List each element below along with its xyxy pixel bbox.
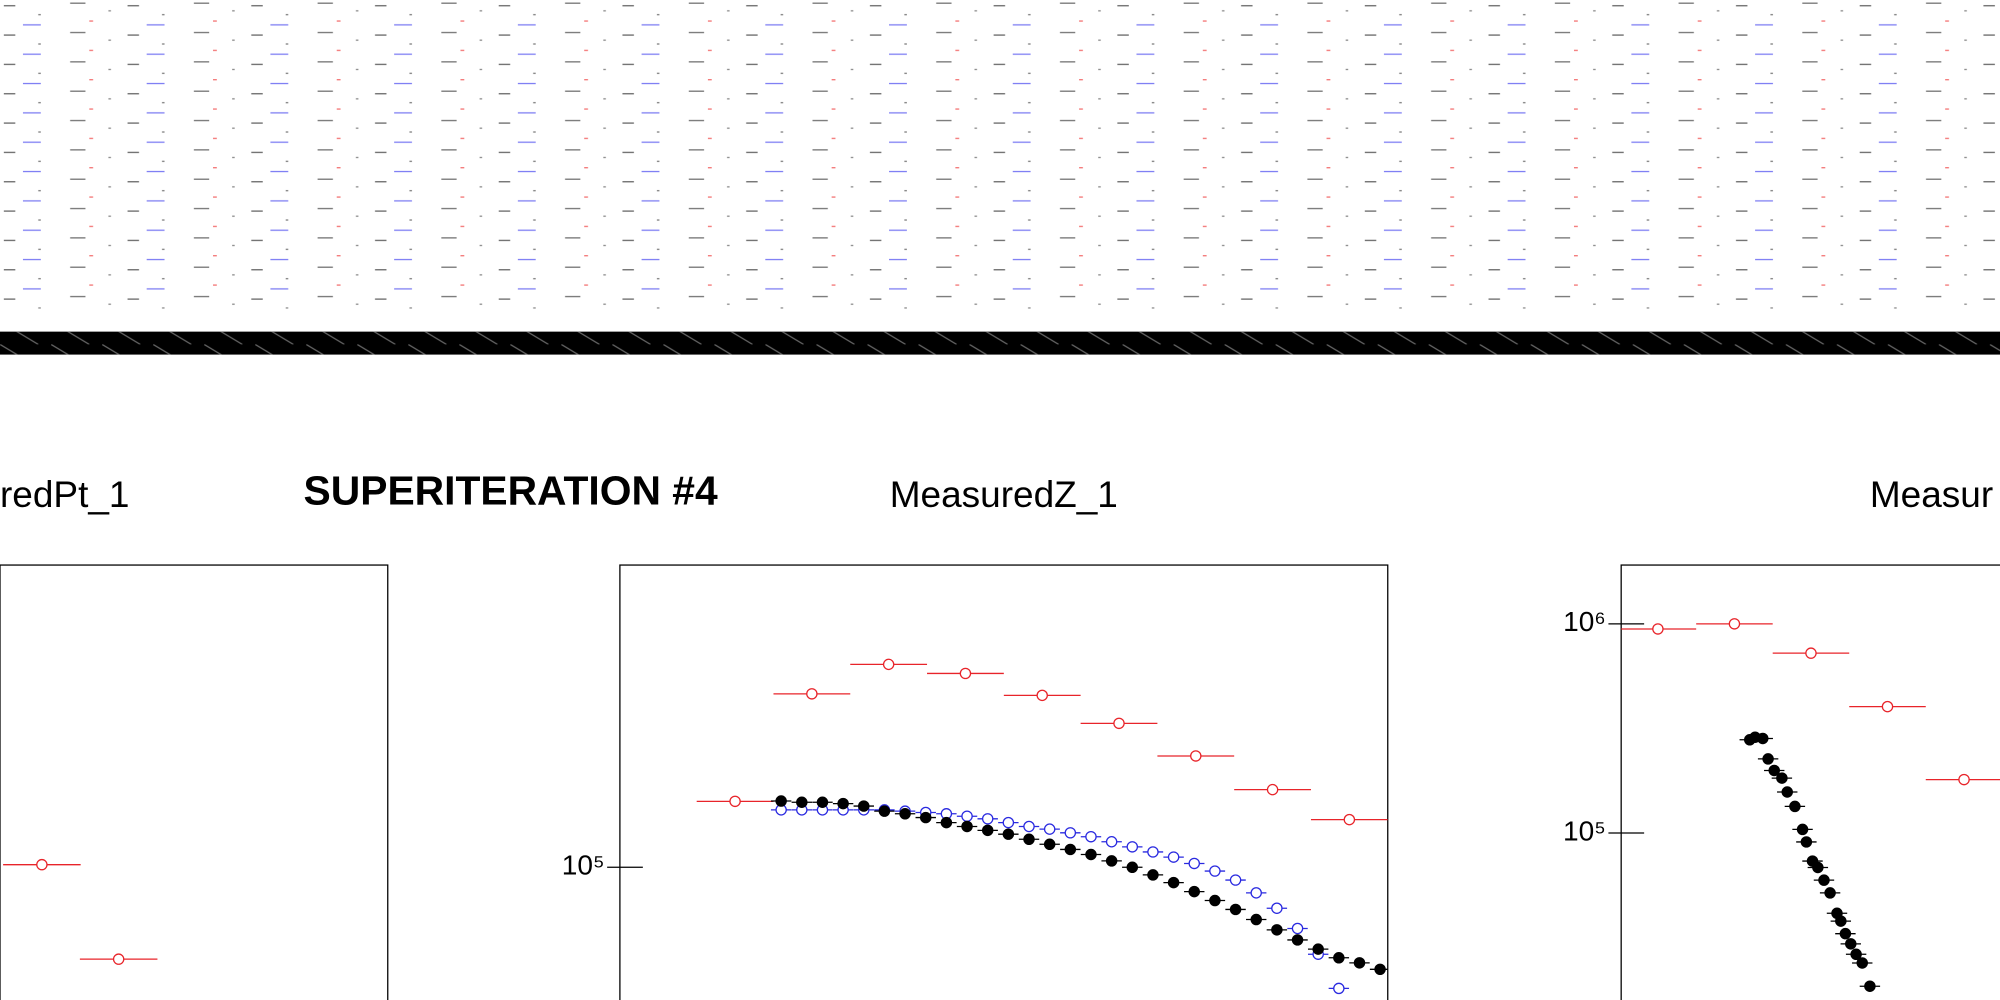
data-point: [1312, 943, 1324, 955]
data-point: [1271, 924, 1283, 936]
data-point: [1839, 927, 1852, 940]
data-point: [1064, 843, 1077, 856]
data-point: [1958, 773, 1970, 786]
data-point: [1043, 823, 1056, 835]
data-point: [36, 858, 48, 871]
background-plots: [0, 0, 2000, 309]
data-point: [1845, 938, 1857, 950]
data-point: [1229, 903, 1242, 916]
data-point: [1818, 874, 1830, 886]
data-point: [1126, 841, 1139, 853]
data-point: [1266, 783, 1279, 796]
data-point: [1064, 827, 1077, 839]
data-point: [858, 800, 870, 812]
chart-title: Measur: [1870, 474, 1993, 515]
data-point: [1229, 874, 1242, 886]
plot-frame: [0, 564, 389, 1000]
data-point: [1188, 857, 1200, 870]
data-point: [1023, 833, 1035, 846]
data-point: [1126, 861, 1139, 874]
data-point: [1353, 957, 1366, 969]
data-point: [1167, 876, 1180, 889]
data-point: [1776, 772, 1788, 784]
data-point: [1652, 623, 1664, 635]
data-point: [1762, 753, 1774, 765]
data-point: [1250, 913, 1262, 926]
data-point: [1190, 750, 1202, 762]
data-point: [1188, 885, 1200, 898]
data-point: [775, 795, 787, 807]
data-point: [1800, 836, 1813, 848]
data-point: [1291, 922, 1304, 935]
data-point: [1147, 846, 1159, 858]
y-tick-label: 10⁵: [562, 850, 605, 881]
data-point: [1343, 813, 1356, 826]
chart-title: redPt_1: [0, 474, 129, 515]
data-point: [1835, 915, 1847, 927]
data-point: [1856, 957, 1868, 969]
y-tick-label: 10⁵: [1563, 815, 1606, 846]
data-point: [1789, 800, 1801, 813]
data-point: [1002, 816, 1015, 829]
data-point: [1805, 647, 1817, 659]
data-point: [940, 816, 953, 829]
data-point: [837, 797, 849, 810]
data-point: [1271, 902, 1283, 914]
plot-area: [3, 858, 158, 965]
plot-area: [696, 658, 1388, 995]
data-point: [1043, 838, 1056, 851]
plot-area: [1621, 618, 2000, 992]
data-point: [1796, 823, 1809, 836]
data-point: [816, 796, 829, 808]
data-point: [1167, 851, 1180, 863]
data-point: [961, 820, 973, 833]
data-point: [1333, 952, 1345, 964]
plot-frame: [1620, 564, 2000, 1000]
divider-stripes: [0, 331, 2000, 355]
data-point: [1002, 828, 1015, 840]
data-point: [981, 813, 994, 825]
y-tick-label: 10⁶: [1563, 606, 1606, 637]
data-point: [1291, 934, 1304, 946]
data-point: [1757, 732, 1769, 745]
data-point: [1881, 700, 1894, 713]
data-point: [981, 824, 994, 837]
data-point: [878, 805, 891, 817]
data-point: [796, 796, 808, 808]
data-point: [1768, 764, 1780, 777]
chart-title: MeasuredZ_1: [890, 474, 1118, 515]
data-point: [1781, 786, 1793, 798]
data-point: [1250, 887, 1262, 899]
data-point: [919, 811, 932, 824]
data-point: [1209, 865, 1221, 877]
data-point: [1085, 848, 1097, 861]
data-point: [1085, 830, 1097, 843]
data-point: [806, 688, 818, 700]
data-point: [1113, 717, 1125, 730]
data-point: [882, 658, 895, 671]
data-point: [899, 808, 911, 820]
data-point: [1824, 887, 1836, 899]
data-point: [1812, 861, 1824, 874]
data-point: [1374, 963, 1386, 976]
data-point: [1333, 982, 1345, 995]
data-point: [1036, 689, 1048, 702]
data-point: [1864, 980, 1876, 992]
data-point: [1728, 618, 1741, 630]
data-point: [729, 795, 741, 808]
data-point: [959, 667, 972, 680]
data-point: [1850, 948, 1862, 961]
data-point: [1147, 869, 1159, 881]
data-point: [1105, 836, 1118, 848]
data-point: [112, 953, 125, 965]
data-point: [1105, 855, 1118, 867]
data-point: [961, 810, 973, 822]
data-point: [1209, 894, 1221, 907]
heading: SUPERITERATION #4: [304, 467, 718, 513]
data-point: [1023, 820, 1035, 833]
plot-frame: [619, 564, 1389, 1000]
